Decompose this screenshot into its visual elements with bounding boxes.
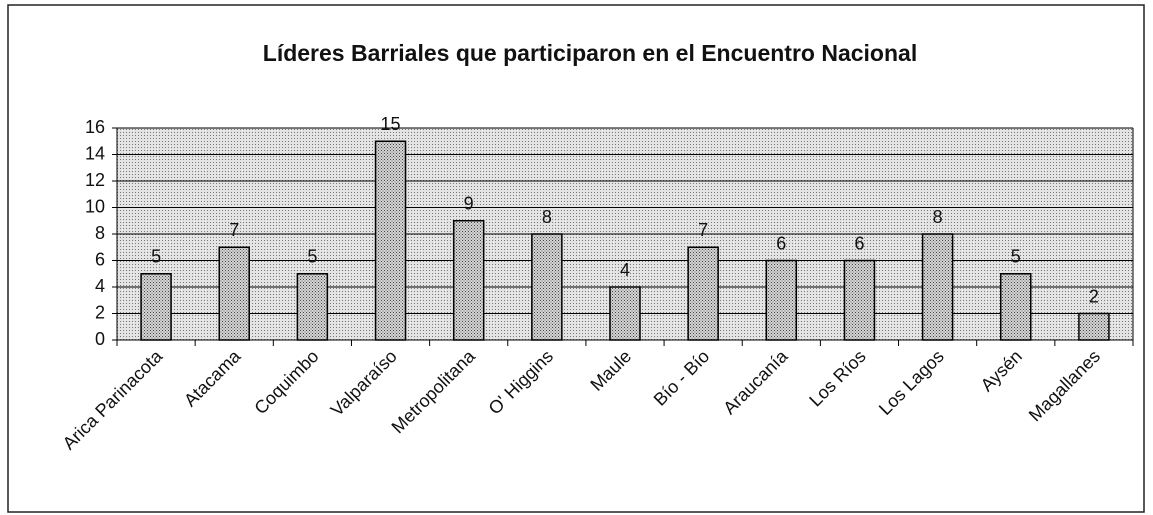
bar [296, 273, 329, 341]
bar [765, 259, 798, 341]
value-label: 9 [464, 194, 474, 214]
bar [218, 246, 250, 341]
bar [452, 220, 485, 341]
y-tick-label: 10 [85, 196, 105, 216]
bar [843, 259, 876, 341]
bar [531, 233, 563, 341]
chart-title: Líderes Barriales que participaron en el… [263, 40, 917, 66]
y-tick-label: 8 [95, 223, 105, 243]
y-tick-label: 12 [85, 170, 105, 190]
value-label: 5 [307, 247, 317, 267]
value-label: 4 [620, 260, 630, 280]
value-label: 6 [854, 233, 864, 253]
value-label: 15 [381, 114, 401, 134]
value-label: 6 [776, 233, 786, 253]
bar [140, 273, 172, 341]
y-tick-label: 0 [95, 329, 105, 349]
bar [1078, 312, 1110, 341]
bar [374, 140, 407, 341]
value-label: 8 [542, 207, 552, 227]
value-label: 7 [229, 220, 239, 240]
y-tick-label: 6 [95, 249, 105, 269]
value-label: 7 [698, 220, 708, 240]
value-label: 2 [1089, 286, 1099, 306]
bar [1000, 273, 1032, 341]
y-tick-label: 16 [85, 117, 105, 137]
y-tick-label: 2 [95, 302, 105, 322]
bar [921, 233, 954, 341]
value-label: 5 [151, 247, 161, 267]
y-tick-label: 14 [85, 143, 105, 163]
bar [687, 246, 719, 341]
value-label: 5 [1011, 247, 1021, 267]
value-label: 8 [933, 207, 943, 227]
bar [609, 286, 641, 341]
y-tick-label: 4 [95, 276, 105, 296]
